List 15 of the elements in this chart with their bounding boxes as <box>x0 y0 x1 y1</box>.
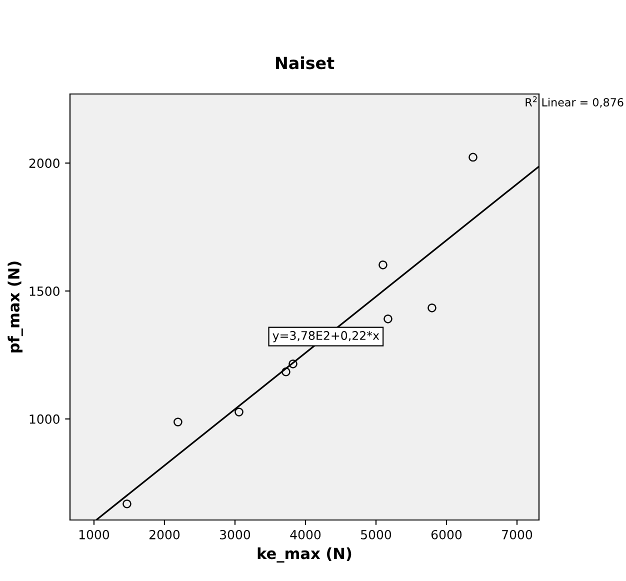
chart-title: Naiset <box>276 56 334 70</box>
x-tick-label: 7000 <box>502 530 532 540</box>
y-axis-title: pf_max (N) <box>8 262 23 352</box>
x-tick-label: 5000 <box>361 530 392 540</box>
y-tick-label: 1500 <box>30 286 60 296</box>
x-tick-label: 6000 <box>431 530 462 540</box>
annotation: R$^{2}$ Linear = 0,876 <box>526 96 624 108</box>
x-tick-label: 2000 <box>149 530 180 540</box>
x-tick-label: 3000 <box>220 530 250 540</box>
x-tick-label: 1000 <box>79 530 110 540</box>
x-tick-label: 4000 <box>290 530 321 540</box>
y-tick-label: 2000 <box>29 158 60 168</box>
annotation: y=3,78E2+0,22*x <box>272 331 380 342</box>
y-tick-label: 1000 <box>30 414 60 424</box>
x-axis-title: ke_max (N) <box>258 547 352 563</box>
